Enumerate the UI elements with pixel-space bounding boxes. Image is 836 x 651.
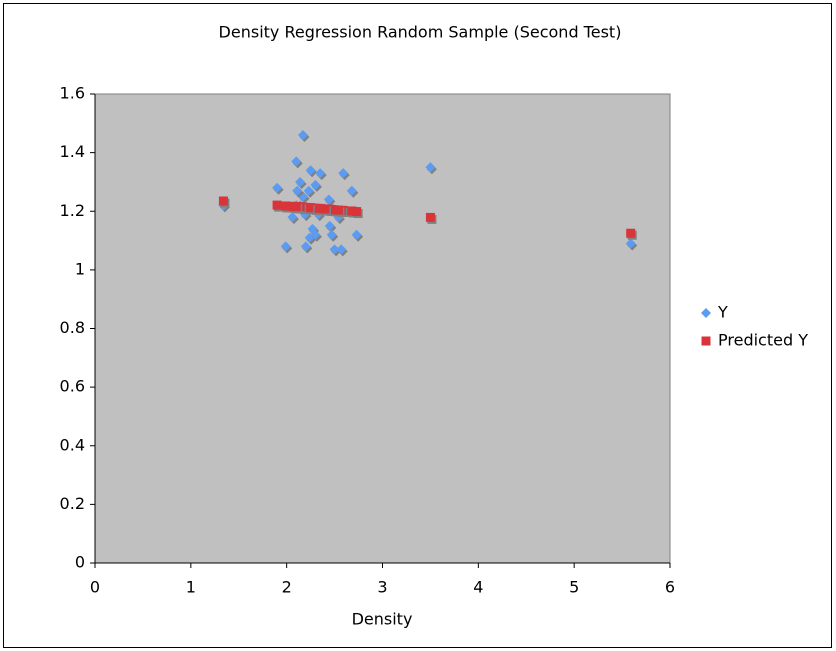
marker xyxy=(304,203,314,213)
y-tick-label: 1 xyxy=(75,259,85,278)
marker xyxy=(336,244,347,255)
x-tick-label: 4 xyxy=(473,578,483,597)
y-tick-label: 0.4 xyxy=(60,435,85,454)
marker xyxy=(281,201,291,211)
marker xyxy=(347,206,357,216)
x-tick-label: 0 xyxy=(90,578,100,597)
plot-area xyxy=(94,93,671,564)
marker xyxy=(287,212,298,223)
marker xyxy=(303,185,314,196)
marker xyxy=(292,185,303,196)
y-tick-label: 1.6 xyxy=(60,84,85,103)
legend-marker xyxy=(701,308,711,318)
legend-marker xyxy=(701,336,711,346)
marker xyxy=(291,156,302,167)
marker xyxy=(351,229,362,240)
marker xyxy=(305,165,316,176)
marker xyxy=(291,202,301,212)
x-axis-label: Density xyxy=(352,610,413,629)
marker xyxy=(310,229,321,240)
marker xyxy=(300,241,311,252)
marker xyxy=(346,185,357,196)
y-tick-label: 0.2 xyxy=(60,494,85,513)
marker xyxy=(329,244,340,255)
x-tick-label: 6 xyxy=(665,578,675,597)
marker xyxy=(218,196,228,206)
marker xyxy=(272,182,283,193)
y-tick-label: 1.2 xyxy=(60,201,85,220)
marker xyxy=(297,130,308,141)
legend-label: Predicted Y xyxy=(718,331,808,350)
x-tick-label: 1 xyxy=(186,578,196,597)
marker xyxy=(625,238,636,249)
marker xyxy=(352,207,362,217)
marker xyxy=(626,228,636,238)
marker xyxy=(324,220,335,231)
x-tick-label: 2 xyxy=(282,578,292,597)
legend-label: Y xyxy=(717,303,728,322)
y-tick-label: 1.4 xyxy=(60,142,85,161)
marker xyxy=(272,200,282,210)
chart-title: Density Regression Random Sample (Second… xyxy=(219,23,622,42)
y-tick-label: 0.6 xyxy=(60,377,85,396)
marker xyxy=(310,179,321,190)
marker xyxy=(425,162,436,173)
x-tick-label: 3 xyxy=(377,578,387,597)
marker xyxy=(425,212,435,222)
marker xyxy=(313,203,323,213)
marker xyxy=(323,194,334,205)
marker xyxy=(295,176,306,187)
marker xyxy=(280,241,291,252)
y-tick-label: 0.8 xyxy=(60,318,85,337)
x-tick-label: 5 xyxy=(569,578,579,597)
marker xyxy=(338,168,349,179)
marker xyxy=(326,229,337,240)
marker xyxy=(320,204,330,214)
marker xyxy=(315,168,326,179)
marker xyxy=(333,205,343,215)
y-tick-label: 0 xyxy=(75,553,85,572)
